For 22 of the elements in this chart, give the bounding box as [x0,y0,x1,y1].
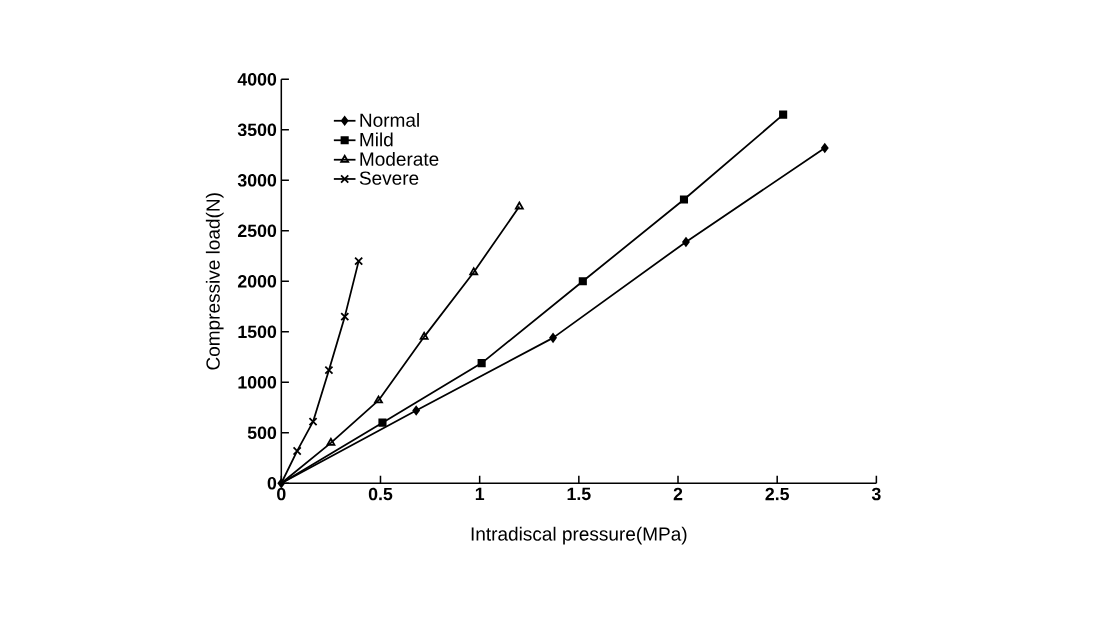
y-tick-label: 2000 [237,275,277,288]
x-axis-title: Intradiscal pressure(MPa) [471,527,687,545]
legend-label: Moderate [360,152,439,167]
y-tick-label: 2500 [237,224,277,238]
x-tick-label: 3 [871,487,881,501]
legend-label: Normal [360,113,419,128]
x-tick-label: 0 [277,487,286,501]
y-axis-title: Compressive load(N) [205,193,224,370]
x-tick-label: 0.5 [368,487,393,501]
y-tick-label: 1000 [238,376,277,389]
legend-label: Severe [359,171,419,186]
legend-label: Mild [360,132,393,147]
x-tick-label: 1 [475,487,485,501]
y-tick-label: 0 [267,477,277,490]
x-tick-label: 1.5 [567,487,591,501]
x-tick-label: 2 [673,487,683,501]
y-tick-label: 3000 [237,174,277,187]
y-tick-label: 4000 [237,73,277,86]
x-tick-label: 2.5 [765,487,790,501]
y-tick-label: 500 [247,426,277,440]
y-tick-label: 3500 [237,123,277,137]
y-tick-label: 1500 [238,325,277,339]
